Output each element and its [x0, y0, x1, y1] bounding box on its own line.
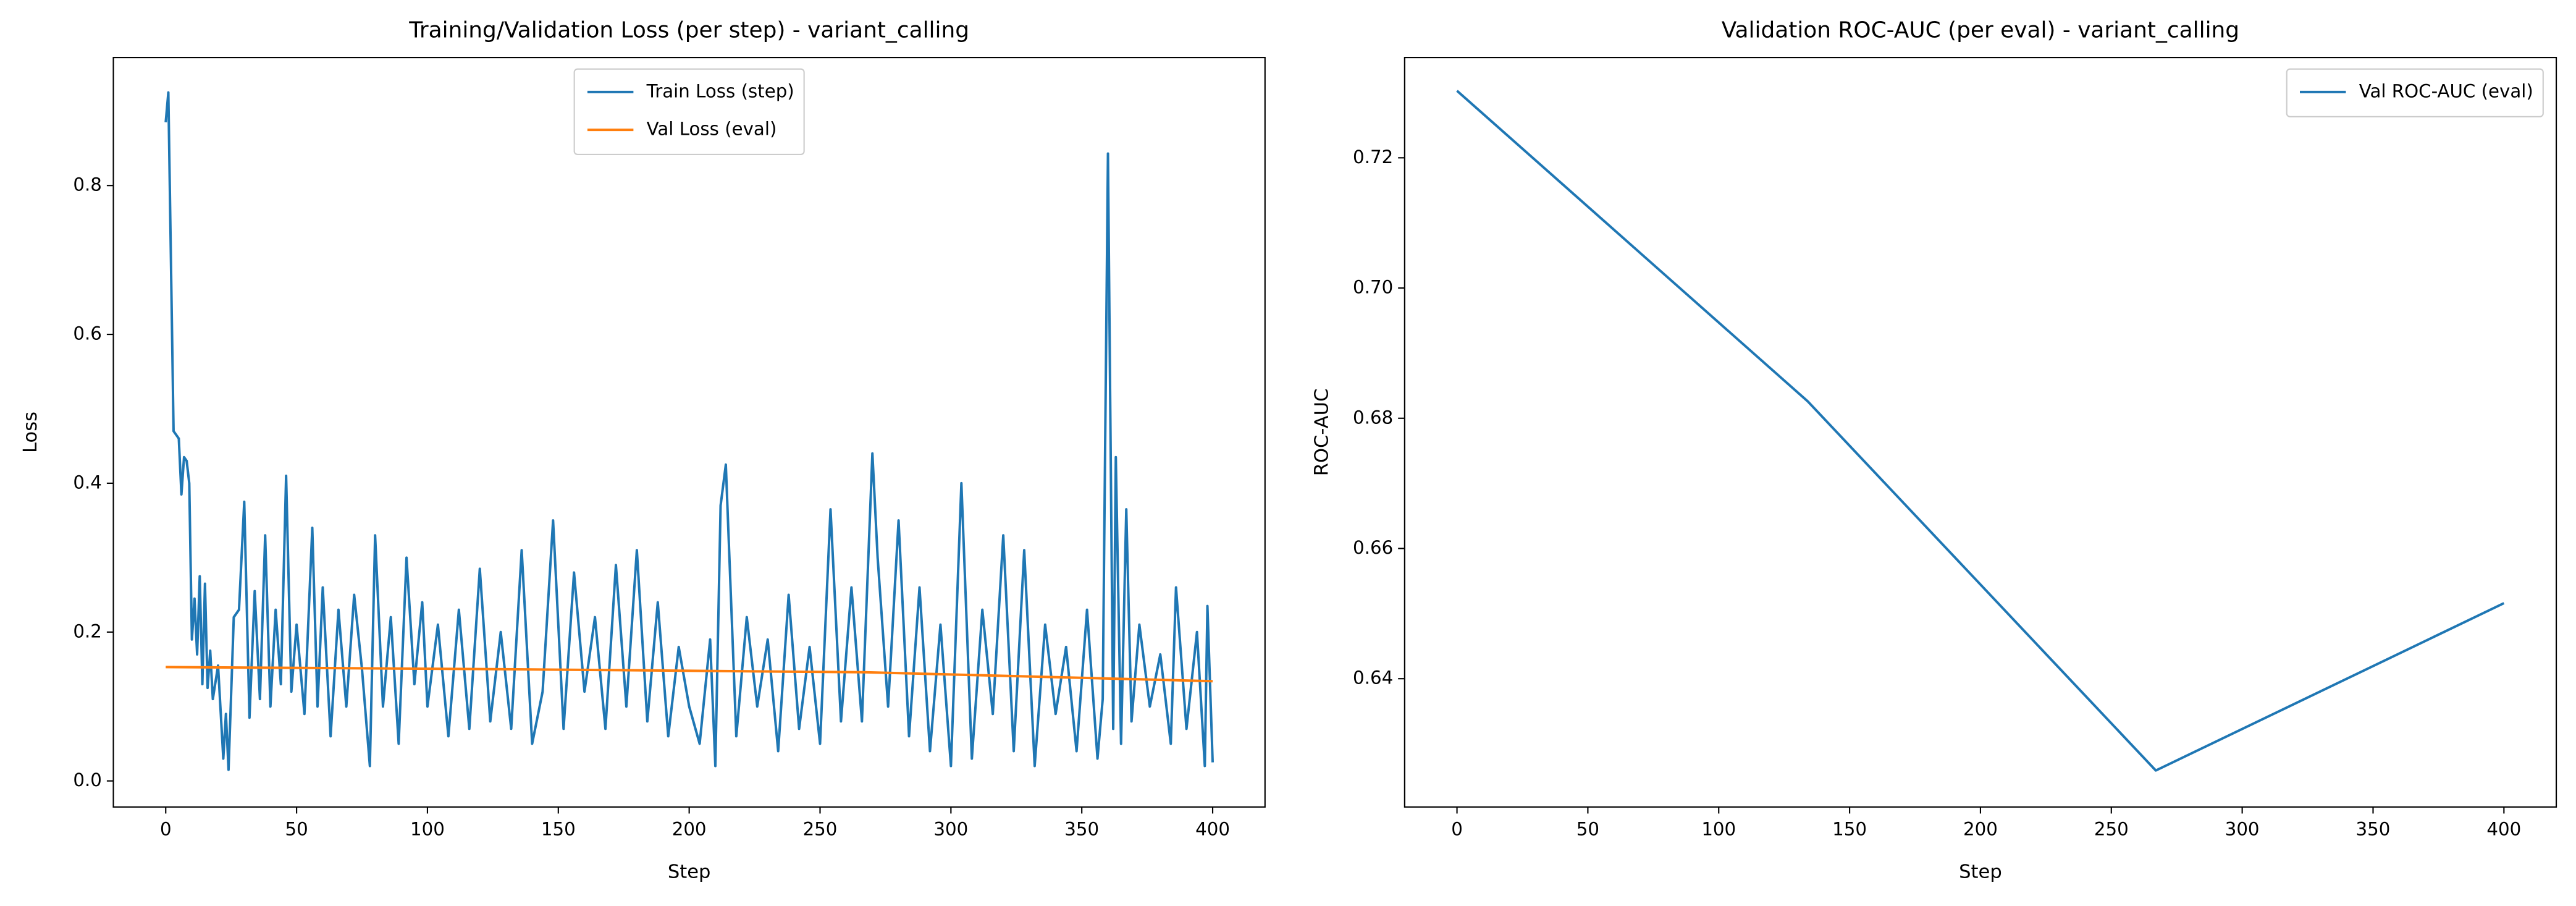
- plot-frame: [112, 57, 1266, 808]
- series-line: [1456, 90, 2505, 772]
- legend-label: Train Loss (step): [646, 80, 794, 101]
- y-tick-label: 0.2: [73, 620, 102, 641]
- legend: Val ROC-AUC (eval): [2300, 80, 2533, 101]
- legend-label: Val ROC-AUC (eval): [2359, 80, 2533, 101]
- x-tick-label: 250: [803, 819, 838, 840]
- x-tick-label: 350: [1064, 819, 1099, 840]
- x-tick-label: 400: [1195, 819, 1230, 840]
- y-tick-label: 0.8: [73, 174, 102, 195]
- plot-frame: [1404, 57, 2557, 808]
- chart-title: Training/Validation Loss (per step) - va…: [408, 18, 969, 43]
- y-tick-label: 0.68: [1353, 407, 1393, 428]
- y-tick-label: 0.4: [73, 472, 102, 493]
- x-tick-label: 50: [285, 819, 308, 840]
- y-axis-label: Loss: [20, 412, 41, 453]
- y-tick-label: 0.6: [73, 323, 102, 344]
- x-tick-label: 100: [410, 819, 445, 840]
- x-tick-label: 0: [1451, 819, 1463, 840]
- y-axis-label: ROC-AUC: [1311, 389, 1332, 476]
- x-axis-label: Step: [668, 862, 711, 883]
- series-line: [166, 666, 1213, 683]
- x-tick-label: 100: [1701, 819, 1736, 840]
- x-tick-label: 300: [2225, 819, 2260, 840]
- y-tick-label: 0.70: [1353, 277, 1393, 298]
- x-tick-label: 350: [2356, 819, 2391, 840]
- y-tick-label: 0.64: [1353, 667, 1393, 688]
- x-tick-label: 150: [1832, 819, 1867, 840]
- x-tick-label: 250: [2094, 819, 2129, 840]
- y-tick-label: 0.72: [1353, 146, 1393, 167]
- series-line: [164, 91, 1214, 771]
- y-tick-label: 0.0: [73, 769, 102, 790]
- legend-label: Val Loss (eval): [647, 119, 777, 140]
- y-tick-label: 0.66: [1353, 537, 1393, 558]
- x-tick-label: 400: [2486, 819, 2521, 840]
- x-tick-label: 200: [1963, 819, 1998, 840]
- legend-box: [2286, 68, 2544, 117]
- x-tick-label: 0: [160, 819, 172, 840]
- x-tick-label: 150: [541, 819, 576, 840]
- chart-title: Validation ROC-AUC (per eval) - variant_…: [1722, 18, 2239, 43]
- legend: Train Loss (step) Val Loss (eval): [587, 80, 794, 140]
- x-tick-label: 200: [672, 819, 707, 840]
- x-tick-label: 50: [1576, 819, 1599, 840]
- x-axis-label: Step: [1959, 862, 2002, 883]
- legend-box: [573, 68, 805, 156]
- x-tick-label: 300: [933, 819, 968, 840]
